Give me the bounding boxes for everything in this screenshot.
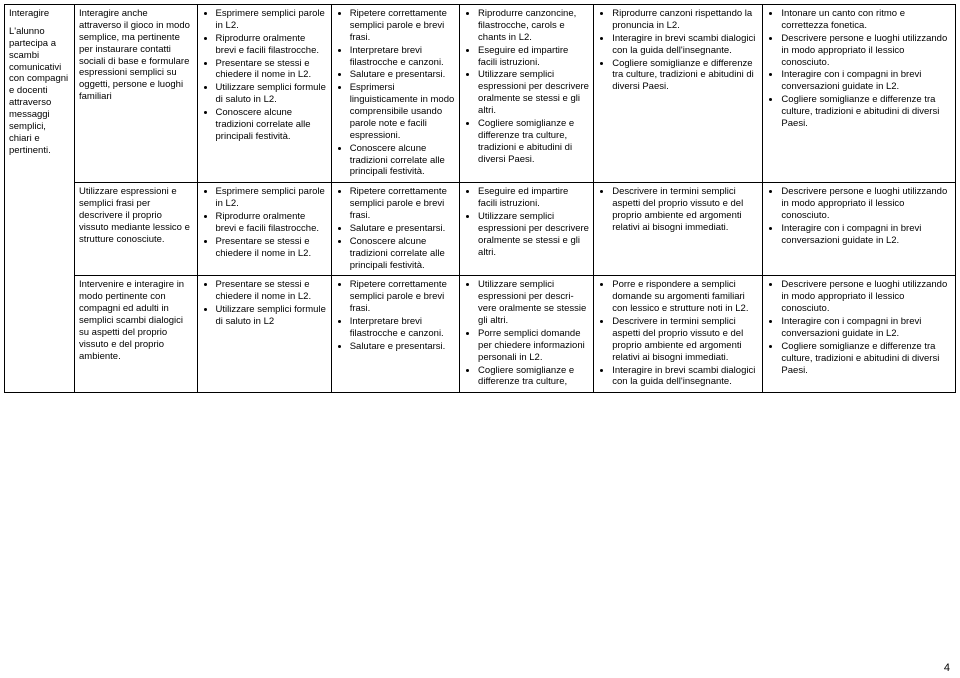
- list-item: Eseguire ed impartire facili istruzioni.: [478, 186, 589, 210]
- list-item: Cogliere somiglianze e differenze tra cu…: [612, 58, 758, 94]
- list-item: Cogliere somiglianze e differenze tra cu…: [781, 94, 951, 130]
- cell-c3-list: Presentare se stessi e chiedere il nome …: [202, 279, 327, 328]
- list-item: Riprodurre canzoni rispettando la pronun…: [612, 8, 758, 32]
- list-item: Riprodurre canzoncine, filastrocche, car…: [478, 8, 589, 44]
- list-item: Interagire con i compagni in brevi conve…: [781, 223, 951, 247]
- list-item: Cogliere somiglianze e differenze tra cu…: [478, 365, 589, 389]
- table-row: Utilizzare espressioni e semplici frasi …: [5, 183, 956, 276]
- list-item: Salutare e presentarsi.: [350, 223, 455, 235]
- cell-c6-list: Riprodurre canzoni rispettando la pronun…: [598, 8, 758, 93]
- list-item: Interpretare brevi filastrocche e canzon…: [350, 45, 455, 69]
- cell-c2-text: Interagire anche attraverso il gioco in …: [79, 8, 193, 103]
- list-item: Ripetere correttamente semplici parole e…: [350, 186, 455, 222]
- list-item: Utilizzare semplici espressioni per desc…: [478, 211, 589, 259]
- cell-c3-list: Esprimere semplici parole in L2.Riprodur…: [202, 8, 327, 143]
- cell-c5: Eseguire ed impartire facili istruzioni.…: [460, 183, 594, 276]
- list-item: Interagire con i compagni in brevi conve…: [781, 316, 951, 340]
- cell-c6: Porre e rispondere a semplici domande su…: [594, 276, 763, 393]
- cell-c3: Esprimere semplici parole in L2.Riprodur…: [197, 5, 331, 183]
- row-header: Interagire L'alunno partecipa a scambi co…: [5, 5, 75, 393]
- list-item: Descrivere persone e luoghi utilizzando …: [781, 186, 951, 222]
- list-item: Presentare se stessi e chiedere il nome …: [216, 236, 327, 260]
- cell-c6: Descrivere in termini semplici aspetti d…: [594, 183, 763, 276]
- cell-c4: Ripetere correttamente semplici parole e…: [331, 183, 459, 276]
- cell-c5-list: Riprodurre canzoncine, filastrocche, car…: [464, 8, 589, 165]
- cell-c7-list: Descrivere persone e luoghi utilizzando …: [767, 279, 951, 376]
- list-item: Descrivere in termini semplici aspetti d…: [612, 316, 758, 364]
- cell-c4-list: Ripetere correttamente semplici parole e…: [336, 186, 455, 271]
- list-item: Interpretare brevi filastrocche e canzon…: [350, 316, 455, 340]
- list-item: Cogliere somiglianze e differenze tra cu…: [478, 118, 589, 166]
- cell-c4: Ripetere correttamente semplici parole e…: [331, 5, 459, 183]
- list-item: Utilizzare semplici formule di saluto in…: [216, 304, 327, 328]
- list-item: Utilizzare semplici formule di saluto in…: [216, 82, 327, 106]
- curriculum-table: Interagire L'alunno partecipa a scambi co…: [4, 4, 956, 393]
- cell-c5: Riprodurre canzoncine, filastrocche, car…: [460, 5, 594, 183]
- cell-c2-text: Utilizzare espressioni e semplici frasi …: [79, 186, 193, 245]
- list-item: Ripetere correttamente semplici parole e…: [350, 8, 455, 44]
- list-item: Porre semplici domande per chiedere info…: [478, 328, 589, 364]
- cell-c3-list: Esprimere semplici parole in L2.Riprodur…: [202, 186, 327, 259]
- cell-c5: Utilizzare semplici espressioni per desc…: [460, 276, 594, 393]
- list-item: Riprodurre oralmente brevi e facili fila…: [216, 211, 327, 235]
- cell-c2: Interagire anche attraverso il gioco in …: [75, 5, 198, 183]
- cell-c6-list: Porre e rispondere a semplici domande su…: [598, 279, 758, 388]
- page-number: 4: [944, 662, 950, 674]
- cell-c3: Presentare se stessi e chiedere il nome …: [197, 276, 331, 393]
- list-item: Cogliere somiglianze e differenze tra cu…: [781, 341, 951, 377]
- list-item: Interagire in brevi scambi dialogici con…: [612, 365, 758, 389]
- cell-c5-list: Eseguire ed impartire facili istruzioni.…: [464, 186, 589, 258]
- cell-c6: Riprodurre canzoni rispettando la pronun…: [594, 5, 763, 183]
- list-item: Esprimersi linguisticamente in modo comp…: [350, 82, 455, 141]
- cell-c2: Utilizzare espressioni e semplici frasi …: [75, 183, 198, 276]
- list-item: Descrivere in termini semplici aspetti d…: [612, 186, 758, 234]
- list-item: Esprimere semplici parole in L2.: [216, 186, 327, 210]
- cell-c7: Intonare un canto con ritmo e correttezz…: [763, 5, 956, 183]
- cell-c4-list: Ripetere correttamente semplici parole e…: [336, 279, 455, 352]
- cell-c2-text: Intervenire e interagire in modo pertine…: [79, 279, 193, 362]
- cell-c7-list: Descrivere persone e luoghi utilizzando …: [767, 186, 951, 246]
- list-item: Utilizzare semplici espressioni per desc…: [478, 69, 589, 117]
- list-item: Conoscere alcune tradizioni correlate al…: [350, 143, 455, 179]
- cell-c5-list: Utilizzare semplici espressioni per desc…: [464, 279, 589, 388]
- list-item: Conoscere alcune tradizioni correlate al…: [350, 236, 455, 272]
- list-item: Interagire con i compagni in brevi conve…: [781, 69, 951, 93]
- list-item: Utilizzare semplici espressioni per desc…: [478, 279, 589, 327]
- cell-c4: Ripetere correttamente semplici parole e…: [331, 276, 459, 393]
- list-item: Conoscere alcune tradizioni correlate al…: [216, 107, 327, 143]
- list-item: Porre e rispondere a semplici domande su…: [612, 279, 758, 315]
- list-item: Esprimere semplici parole in L2.: [216, 8, 327, 32]
- cell-c3: Esprimere semplici parole in L2.Riprodur…: [197, 183, 331, 276]
- list-item: Ripetere correttamente semplici parole e…: [350, 279, 455, 315]
- row-header-title: Interagire: [9, 8, 70, 20]
- list-item: Descrivere persone e luoghi utilizzando …: [781, 33, 951, 69]
- list-item: Interagire in brevi scambi dialogici con…: [612, 33, 758, 57]
- list-item: Presentare se stessi e chiedere il nome …: [216, 58, 327, 82]
- table-row: Intervenire e interagire in modo pertine…: [5, 276, 956, 393]
- cell-c7: Descrivere persone e luoghi utilizzando …: [763, 183, 956, 276]
- row-header-desc: L'alunno partecipa a scambi comunicativi…: [9, 26, 70, 157]
- cell-c6-list: Descrivere in termini semplici aspetti d…: [598, 186, 758, 234]
- list-item: Presentare se stessi e chiedere il nome …: [216, 279, 327, 303]
- cell-c7: Descrivere persone e luoghi utilizzando …: [763, 276, 956, 393]
- cell-c7-list: Intonare un canto con ritmo e correttezz…: [767, 8, 951, 130]
- list-item: Eseguire ed impartire facili istruzioni.: [478, 45, 589, 69]
- cell-c4-list: Ripetere correttamente semplici parole e…: [336, 8, 455, 178]
- table-row: Interagire L'alunno partecipa a scambi co…: [5, 5, 956, 183]
- list-item: Descrivere persone e luoghi utilizzando …: [781, 279, 951, 315]
- list-item: Salutare e presentarsi.: [350, 69, 455, 81]
- list-item: Intonare un canto con ritmo e correttezz…: [781, 8, 951, 32]
- list-item: Salutare e presentarsi.: [350, 341, 455, 353]
- list-item: Riprodurre oralmente brevi e facili fila…: [216, 33, 327, 57]
- cell-c2: Intervenire e interagire in modo pertine…: [75, 276, 198, 393]
